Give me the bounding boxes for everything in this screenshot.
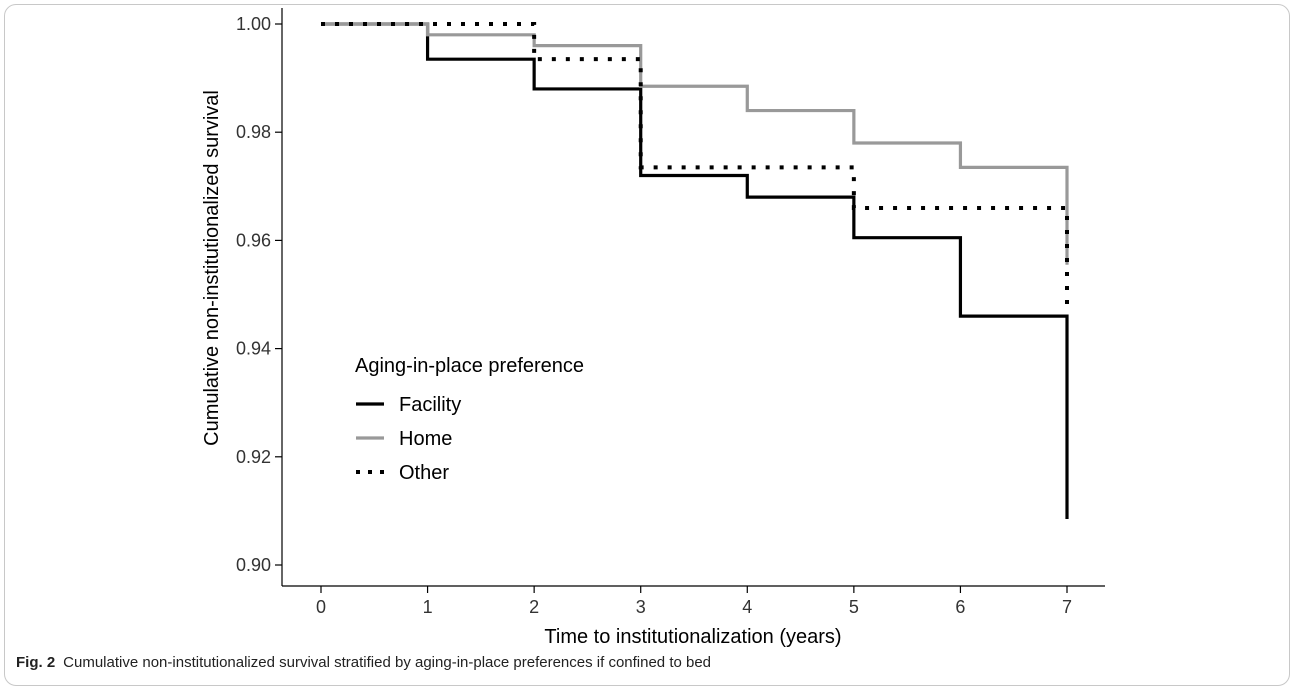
x-tick-label: 0: [316, 597, 326, 617]
legend-label-other: Other: [399, 462, 449, 484]
x-tick-label: 4: [742, 597, 752, 617]
y-tick-label: 0.96: [236, 230, 271, 250]
legend-label-facility: Facility: [399, 394, 461, 416]
series-layer: [321, 22, 1069, 520]
x-tick-label: 2: [529, 597, 539, 617]
x-tick-label: 6: [955, 597, 965, 617]
legend-label-home: Home: [399, 428, 452, 450]
axes: 0.90 0.92 0.94 0.96 0.98 1.00 0 1 2 3 4 5 6 7: [236, 8, 1105, 617]
y-axis-label: Cumulative non-institutionalized surviva…: [201, 90, 223, 446]
series-line-facility: [321, 22, 1069, 520]
y-tick-label: 0.90: [236, 555, 271, 575]
figure-caption-text: Cumulative non-institutionalized surviva…: [63, 654, 712, 671]
figure-frame: [4, 4, 1290, 686]
legend-title: Aging-in-place preference: [355, 355, 584, 377]
series-line-other: [321, 22, 1069, 311]
y-tick-label: 1.00: [236, 14, 271, 34]
x-axis-label: Time to institutionalization (years): [544, 626, 841, 648]
y-tick-label: 0.94: [236, 339, 271, 359]
legend: Aging-in-place preference Facility Home Oth…: [355, 355, 584, 484]
y-tick-label: 0.92: [236, 447, 271, 467]
x-tick-label: 3: [636, 597, 646, 617]
x-tick-label: 7: [1062, 597, 1072, 617]
figure-caption: Fig. 2 Cumulative non-institutionalized s…: [16, 654, 711, 671]
x-tick-label: 5: [849, 597, 859, 617]
series-line-home: [321, 22, 1069, 265]
figure-label: Fig. 2: [16, 654, 56, 671]
y-tick-label: 0.98: [236, 122, 271, 142]
x-tick-label: 1: [423, 597, 433, 617]
